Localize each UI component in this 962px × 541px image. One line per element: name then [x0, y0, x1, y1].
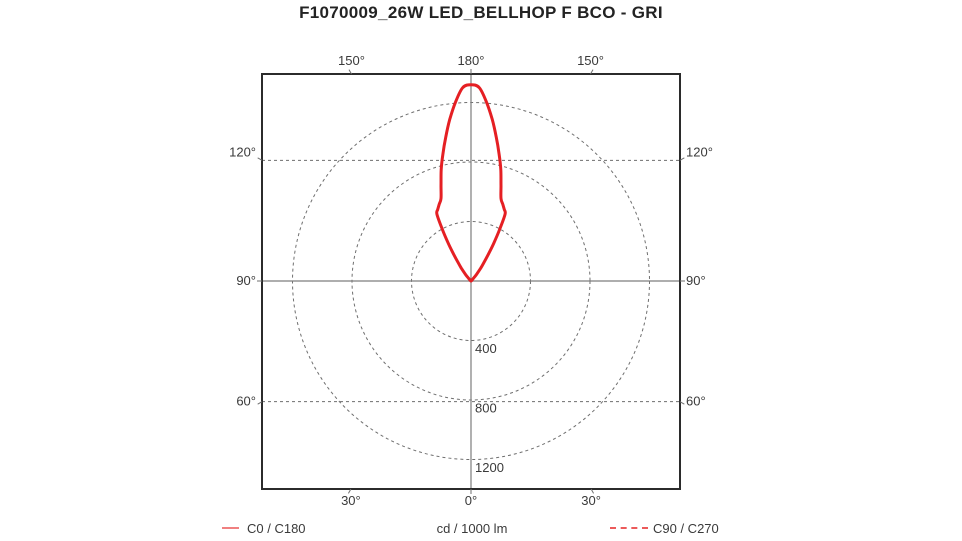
- angle-label-60-left: 60°: [236, 394, 256, 409]
- angle-label-120-left: 120°: [229, 144, 256, 159]
- unit-label: cd / 1000 lm: [436, 521, 508, 536]
- angle-tick-120: [257, 157, 263, 161]
- c0-c180-solid-line-swatch: [222, 526, 239, 529]
- angle-label-180-right: 180°: [458, 53, 485, 68]
- angle-label-30-right: 30°: [581, 493, 601, 508]
- c0-c180-curve: [435, 83, 507, 283]
- c0-c180-legend-label: C0 / C180: [247, 521, 306, 536]
- legend-item-c90-c270: C90 / C270: [610, 519, 719, 536]
- radial-tick-label-1200: 1200: [475, 460, 504, 475]
- angle-tick-30: [590, 488, 595, 494]
- radial-tick-label-800: 800: [475, 401, 497, 416]
- angle-label-90-right: 90°: [686, 273, 706, 288]
- angle-tick-60: [257, 401, 263, 405]
- radial-tick-label-400: 400: [475, 341, 497, 356]
- angle-tick-60: [679, 401, 685, 405]
- angle-label-0-right: 0°: [465, 493, 477, 508]
- angle-label-120-right: 120°: [686, 144, 713, 159]
- chart-title: F1070009_26W LED_BELLHOP F BCO - GRI: [299, 3, 663, 22]
- angle-tick-150: [590, 69, 594, 75]
- angle-label-30-left: 30°: [341, 493, 361, 508]
- chart-footer: C0 / C180 cd / 1000 lm C90 / C270: [0, 519, 962, 539]
- c90-c270-legend-label: C90 / C270: [653, 521, 719, 536]
- angle-label-90-left: 90°: [236, 273, 256, 288]
- angle-label-150-left: 150°: [338, 53, 365, 68]
- angle-tick-150: [348, 69, 352, 75]
- angle-label-150-right: 150°: [577, 53, 604, 68]
- angle-tick-120: [679, 157, 685, 161]
- angle-label-60-right: 60°: [686, 394, 706, 409]
- legend-item-c0-c180: C0 / C180: [222, 519, 306, 536]
- c90-c270-dashed-line-swatch: [610, 526, 648, 529]
- angle-tick-30: [347, 488, 352, 494]
